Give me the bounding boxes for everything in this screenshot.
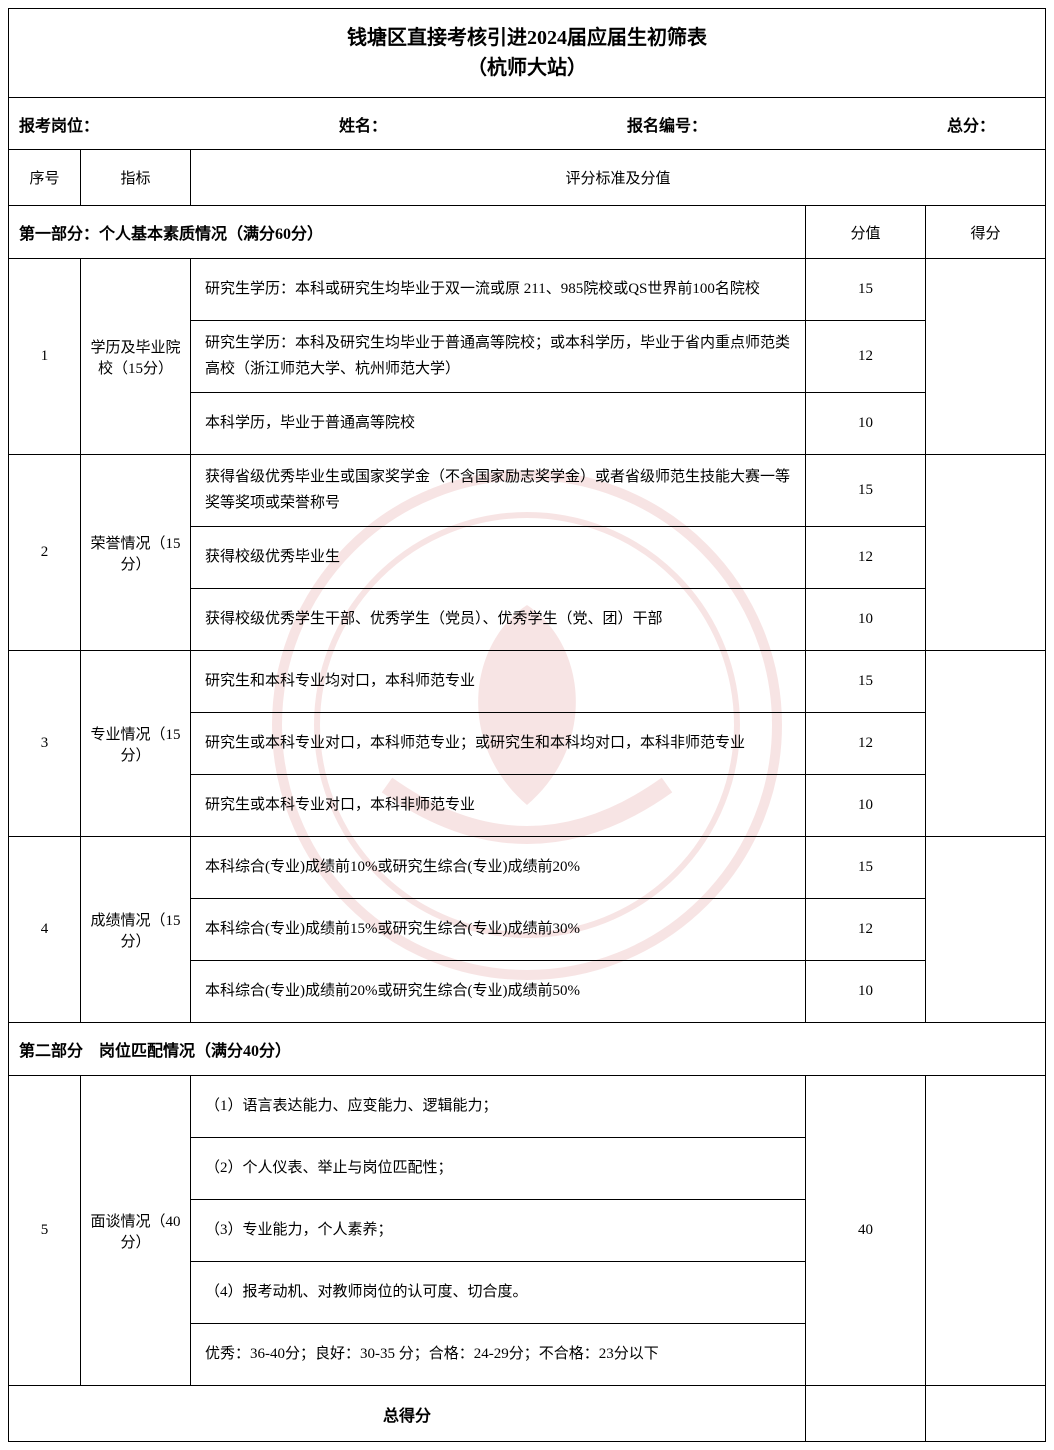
row3-seq: 3 — [9, 651, 81, 837]
total-score-label: 总得分 — [9, 1386, 806, 1442]
section1-label: 第一部分：个人基本素质情况（满分60分） — [9, 206, 806, 259]
row3-v3: 10 — [806, 775, 926, 837]
row2-v3: 10 — [806, 589, 926, 651]
row3-c2: 研究生或本科专业对口，本科师范专业；或研究生和本科均对口，本科非师范专业 — [191, 713, 806, 775]
header-seq: 序号 — [9, 150, 81, 206]
row5-c5: 优秀：36-40分；良好：30-35 分；合格：24-29分；不合格：23分以下 — [191, 1324, 806, 1386]
row5-c2: （2）个人仪表、举止与岗位匹配性； — [191, 1138, 806, 1200]
row4-c2: 本科综合(专业)成绩前15%或研究生综合(专业)成绩前30% — [191, 899, 806, 961]
row5-indicator: 面谈情况（40分） — [81, 1076, 191, 1386]
row2-c1: 获得省级优秀毕业生或国家奖学金（不含国家励志奖学金）或者省级师范生技能大赛一等奖… — [191, 455, 806, 527]
reg-no-label: 报名编号： — [627, 112, 707, 136]
row3-indicator: 专业情况（15分） — [81, 651, 191, 837]
row3-c3: 研究生或本科专业对口，本科非师范专业 — [191, 775, 806, 837]
row1-score — [926, 259, 1046, 455]
row1-seq: 1 — [9, 259, 81, 455]
row1-v3: 10 — [806, 393, 926, 455]
name-label: 姓名： — [339, 112, 387, 136]
row5-score — [926, 1076, 1046, 1386]
row1-c2: 研究生学历：本科及研究生均毕业于普通高等院校；或本科学历，毕业于省内重点师范类高… — [191, 321, 806, 393]
row4-c1: 本科综合(专业)成绩前10%或研究生综合(专业)成绩前20% — [191, 837, 806, 899]
row1-c3: 本科学历，毕业于普通高等院校 — [191, 393, 806, 455]
row3-v2: 12 — [806, 713, 926, 775]
applicant-info-row: 报考岗位： 姓名： 报名编号： 总分： — [9, 98, 1046, 150]
row2-score — [926, 455, 1046, 651]
form-title: 钱塘区直接考核引进2024届应届生初筛表 （杭师大站） — [9, 9, 1046, 98]
row5-c4: （4）报考动机、对教师岗位的认可度、切合度。 — [191, 1262, 806, 1324]
screening-form-table: 钱塘区直接考核引进2024届应届生初筛表 （杭师大站） 报考岗位： 姓名： 报名… — [8, 8, 1046, 1442]
header-indicator: 指标 — [81, 150, 191, 206]
section1-score-col: 得分 — [926, 206, 1046, 259]
total-label: 总分： — [947, 112, 995, 136]
position-label: 报考岗位： — [19, 112, 99, 136]
row4-indicator: 成绩情况（15分） — [81, 837, 191, 1023]
section1-value-col: 分值 — [806, 206, 926, 259]
row4-seq: 4 — [9, 837, 81, 1023]
row4-v3: 10 — [806, 961, 926, 1023]
row5-c1: （1）语言表达能力、应变能力、逻辑能力； — [191, 1076, 806, 1138]
header-criteria: 评分标准及分值 — [191, 150, 1046, 206]
row2-c2: 获得校级优秀毕业生 — [191, 527, 806, 589]
row1-v1: 15 — [806, 259, 926, 321]
row2-indicator: 荣誉情况（15分） — [81, 455, 191, 651]
row5-seq: 5 — [9, 1076, 81, 1386]
row3-v1: 15 — [806, 651, 926, 713]
title-line2: （杭师大站） — [467, 57, 587, 79]
section2-label: 第二部分 岗位匹配情况（满分40分） — [9, 1023, 1046, 1076]
title-line1: 钱塘区直接考核引进2024届应届生初筛表 — [347, 27, 707, 49]
row1-v2: 12 — [806, 321, 926, 393]
row2-v1: 15 — [806, 455, 926, 527]
row2-c3: 获得校级优秀学生干部、优秀学生（党员）、优秀学生（党、团）干部 — [191, 589, 806, 651]
row4-v2: 12 — [806, 899, 926, 961]
total-value-cell — [806, 1386, 926, 1442]
row2-v2: 12 — [806, 527, 926, 589]
row5-v: 40 — [806, 1076, 926, 1386]
row1-indicator: 学历及毕业院校（15分） — [81, 259, 191, 455]
row1-c1: 研究生学历：本科或研究生均毕业于双一流或原 211、985院校或QS世界前100… — [191, 259, 806, 321]
row4-c3: 本科综合(专业)成绩前20%或研究生综合(专业)成绩前50% — [191, 961, 806, 1023]
total-score-cell — [926, 1386, 1046, 1442]
row5-c3: （3）专业能力，个人素养； — [191, 1200, 806, 1262]
row3-c1: 研究生和本科专业均对口，本科师范专业 — [191, 651, 806, 713]
row4-v1: 15 — [806, 837, 926, 899]
row3-score — [926, 651, 1046, 837]
row2-seq: 2 — [9, 455, 81, 651]
row4-score — [926, 837, 1046, 1023]
